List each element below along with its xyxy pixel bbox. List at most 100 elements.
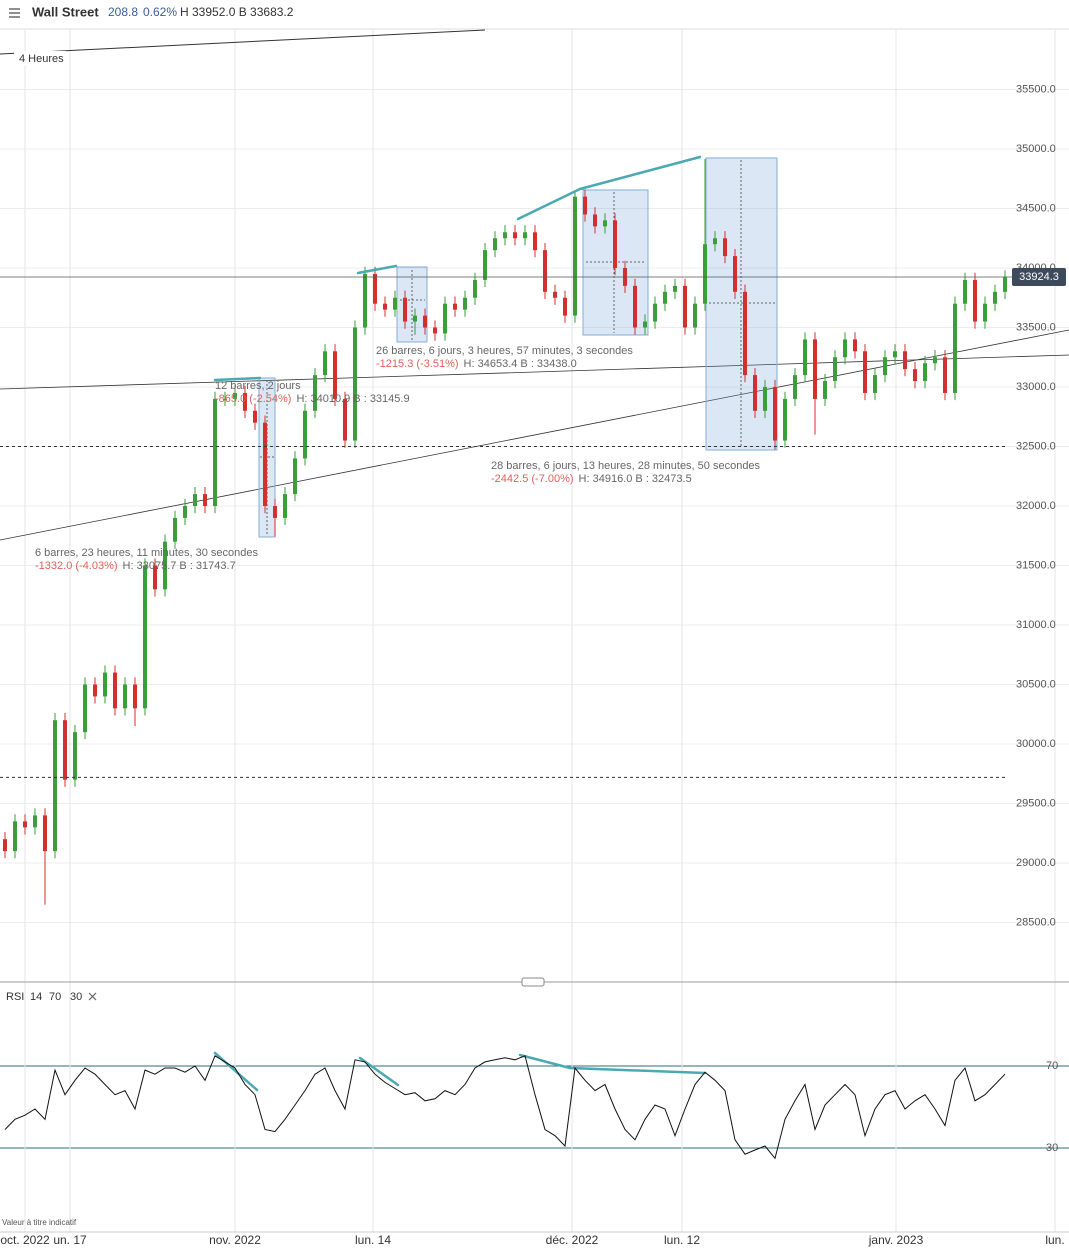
candle-body bbox=[683, 285, 687, 328]
candle-body bbox=[983, 303, 987, 322]
y-tick-label: 70 bbox=[1046, 1060, 1058, 1072]
candle-body bbox=[423, 315, 427, 328]
candle-body bbox=[963, 279, 967, 304]
candle-body bbox=[533, 232, 537, 251]
change: 208.8 bbox=[108, 5, 138, 19]
measure-range: H: 34010.9 B : 33145.9 bbox=[296, 393, 409, 405]
candle-body bbox=[743, 291, 747, 376]
instrument-title: Wall Street bbox=[32, 4, 99, 19]
candle-body bbox=[33, 815, 37, 828]
candle-body bbox=[1003, 277, 1007, 292]
candle-body bbox=[13, 821, 17, 852]
candle-body bbox=[763, 387, 767, 411]
candle-body bbox=[173, 517, 177, 542]
x-tick-label: lun. 14 bbox=[355, 1233, 391, 1247]
y-tick-label: 29000.0 bbox=[1016, 857, 1056, 869]
candle-body bbox=[653, 303, 657, 322]
measure-title: 6 barres, 23 heures, 11 minutes, 30 seco… bbox=[35, 547, 258, 559]
timeframe: 4 Heures bbox=[19, 53, 64, 65]
label-bg bbox=[14, 51, 66, 66]
candle-body bbox=[773, 387, 777, 441]
candle-body bbox=[693, 303, 697, 328]
candle-body bbox=[403, 297, 407, 322]
rsi-title: RSI bbox=[6, 991, 24, 1003]
x-tick-label: oct. 2022 bbox=[0, 1233, 50, 1247]
candle-body bbox=[883, 357, 887, 376]
candle-body bbox=[993, 291, 997, 304]
y-tick-label: 33000.0 bbox=[1016, 381, 1056, 393]
candle-body bbox=[723, 238, 727, 257]
candle-body bbox=[383, 303, 387, 310]
change-pct: 0.62% bbox=[143, 5, 177, 19]
x-tick-label: nov. 2022 bbox=[209, 1233, 261, 1247]
candle-body bbox=[123, 684, 127, 709]
candle-body bbox=[473, 279, 477, 298]
candle-body bbox=[543, 250, 547, 292]
measure-range: H: 34916.0 B : 32473.5 bbox=[579, 473, 692, 485]
measure-change: -2442.5 (-7.00%) bbox=[491, 473, 574, 485]
candle-body bbox=[603, 220, 607, 227]
y-tick-label: 30000.0 bbox=[1016, 738, 1056, 750]
candle-body bbox=[843, 339, 847, 358]
candle-body bbox=[913, 369, 917, 382]
candle-body bbox=[313, 375, 317, 411]
candle-body bbox=[583, 196, 587, 215]
candle-body bbox=[23, 821, 27, 828]
rsi-param: 14 bbox=[30, 991, 42, 1003]
high-low: H 33952.0 B 33683.2 bbox=[180, 5, 294, 19]
candle-body bbox=[613, 220, 617, 268]
candle-body bbox=[943, 357, 947, 393]
candle-body bbox=[233, 392, 237, 399]
measure-range: H: 33075.7 B : 31743.7 bbox=[123, 560, 236, 572]
candle-body bbox=[333, 351, 337, 399]
rsi-param: 70 bbox=[49, 991, 61, 1003]
candle-body bbox=[853, 339, 857, 352]
candle-body bbox=[63, 720, 67, 780]
candle-body bbox=[953, 303, 957, 393]
candle-body bbox=[523, 232, 527, 239]
candle-body bbox=[113, 672, 117, 709]
y-tick-label: 35000.0 bbox=[1016, 143, 1056, 155]
candle-body bbox=[363, 273, 367, 328]
candle-body bbox=[813, 339, 817, 399]
measure-range: H: 34653.4 B : 33438.0 bbox=[464, 358, 577, 370]
trend-line bbox=[0, 354, 1069, 390]
candle-body bbox=[783, 398, 787, 441]
candle-body bbox=[733, 256, 737, 292]
x-tick-label: déc. 2022 bbox=[546, 1233, 599, 1247]
candle-body bbox=[303, 410, 307, 459]
y-tick-label: 31500.0 bbox=[1016, 559, 1056, 571]
measure-change: -1332.0 (-4.03%) bbox=[35, 560, 118, 572]
candle-body bbox=[253, 410, 257, 423]
candles bbox=[3, 158, 1007, 905]
candle-body bbox=[183, 506, 187, 518]
menu-icon[interactable] bbox=[9, 8, 20, 18]
candle-body bbox=[793, 375, 797, 399]
y-tick-label: 30 bbox=[1046, 1142, 1058, 1154]
candle-body bbox=[83, 684, 87, 733]
candle-body bbox=[373, 273, 377, 304]
rsi-close[interactable] bbox=[88, 992, 97, 1001]
candle-body bbox=[223, 398, 227, 400]
rsi-param: 30 bbox=[70, 991, 82, 1003]
candle-body bbox=[293, 458, 297, 495]
candle-body bbox=[673, 285, 677, 292]
candle-body bbox=[343, 398, 347, 441]
candle-body bbox=[643, 321, 647, 328]
grid bbox=[0, 30, 1069, 1232]
candle-body bbox=[43, 815, 47, 852]
candle-body bbox=[633, 285, 637, 328]
candle-body bbox=[923, 363, 927, 382]
candle-body bbox=[433, 327, 437, 334]
y-tick-label: 28500.0 bbox=[1016, 916, 1056, 928]
y-tick-label: 32000.0 bbox=[1016, 500, 1056, 512]
measure-title: 28 barres, 6 jours, 13 heures, 28 minute… bbox=[491, 460, 761, 472]
candle-body bbox=[93, 684, 97, 697]
x-tick-label: lun. 12 bbox=[664, 1233, 700, 1247]
candle-body bbox=[143, 565, 147, 709]
pane-handle[interactable] bbox=[521, 977, 545, 987]
y-tick-label: 33500.0 bbox=[1016, 321, 1056, 333]
candle-body bbox=[973, 279, 977, 322]
candle-body bbox=[873, 375, 877, 393]
y-tick-label: 30500.0 bbox=[1016, 678, 1056, 690]
